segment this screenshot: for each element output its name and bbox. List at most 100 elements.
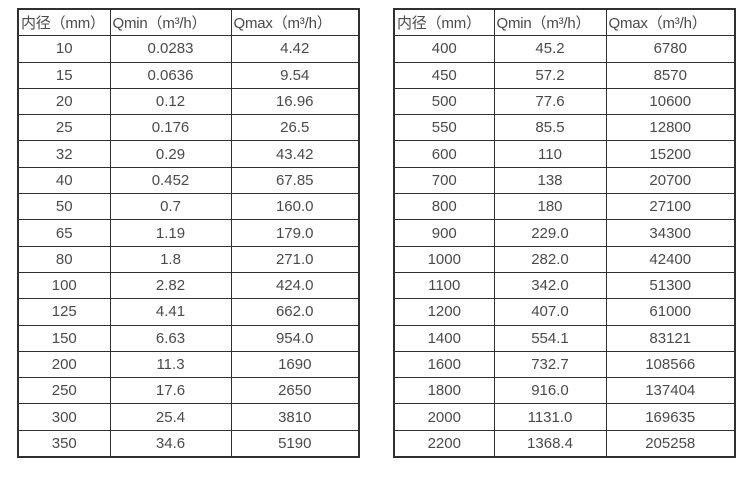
table-cell: 2000 [393,403,495,431]
table-cell: 350 [17,429,111,458]
table-row: 400 45.2 6780 [393,35,736,63]
table-row: 900 229.0 34300 [393,219,736,247]
table-cell: 0.176 [109,114,232,142]
table-cell: 85.5 [493,114,607,142]
table-cell: 954.0 [230,324,360,352]
table-cell: 550 [393,114,495,142]
table-cell: 700 [393,166,495,195]
table-cell: 15 [17,61,111,89]
table-cell: 800 [393,193,495,221]
table-cell: 34.6 [109,429,232,458]
table-cell: 108566 [605,350,736,379]
table-cell: 1000 [393,245,495,273]
column-header: Qmax（m³/h） [230,8,360,37]
table-row: 700 138 20700 [393,166,736,195]
table-cell: 4.42 [230,35,360,63]
column-header: 内径（mm） [17,8,111,37]
table-cell: 2650 [230,377,360,405]
table-cell: 0.0283 [109,35,232,63]
table-cell: 1.19 [109,219,232,247]
table-cell: 34300 [605,219,736,247]
table-cell: 138 [493,166,607,195]
table-row: 2200 1368.4 205258 [393,429,736,458]
table-row: 25 0.176 26.5 [17,114,360,142]
table-header-row: 内径（mm） Qmin（m³/h） Qmax（m³/h） [17,8,360,37]
table-row: 20 0.12 16.96 [17,87,360,116]
column-header: Qmax（m³/h） [605,8,736,37]
table-cell: 1800 [393,377,495,405]
table-cell: 67.85 [230,166,360,195]
table-cell: 80 [17,245,111,273]
table-cell: 10 [17,35,111,63]
table-cell: 11.3 [109,350,232,379]
table-cell: 15200 [605,140,736,168]
table-cell: 83121 [605,324,736,352]
table-row: 800 180 27100 [393,193,736,221]
table-cell: 732.7 [493,350,607,379]
table-row: 500 77.6 10600 [393,87,736,116]
table-row: 15 0.0636 9.54 [17,61,360,89]
table-cell: 300 [17,403,111,431]
table-row: 1400 554.1 83121 [393,324,736,352]
table-cell: 205258 [605,429,736,458]
table-row: 1100 342.0 51300 [393,271,736,300]
table-row: 350 34.6 5190 [17,429,360,458]
table-cell: 1200 [393,298,495,326]
table-cell: 45.2 [493,35,607,63]
table-row: 2000 1131.0 169635 [393,403,736,431]
table-cell: 57.2 [493,61,607,89]
table-cell: 600 [393,140,495,168]
table-cell: 271.0 [230,245,360,273]
table-row: 250 17.6 2650 [17,377,360,405]
table-row: 65 1.19 179.0 [17,219,360,247]
table-row: 32 0.29 43.42 [17,140,360,168]
table-cell: 16.96 [230,87,360,116]
table-cell: 40 [17,166,111,195]
table-cell: 20 [17,87,111,116]
table-row: 1000 282.0 42400 [393,245,736,273]
table-cell: 5190 [230,429,360,458]
table-cell: 407.0 [493,298,607,326]
table-cell: 1131.0 [493,403,607,431]
column-header: Qmin（m³/h） [493,8,607,37]
table-cell: 43.42 [230,140,360,168]
table-cell: 6.63 [109,324,232,352]
table-cell: 3810 [230,403,360,431]
table-cell: 2200 [393,429,495,458]
column-header: Qmin（m³/h） [109,8,232,37]
table-cell: 554.1 [493,324,607,352]
column-header: 内径（mm） [393,8,495,37]
table-cell: 424.0 [230,271,360,300]
table-row: 1600 732.7 108566 [393,350,736,379]
table-cell: 250 [17,377,111,405]
table-cell: 0.452 [109,166,232,195]
table-row: 80 1.8 271.0 [17,245,360,273]
table-cell: 125 [17,298,111,326]
table-cell: 2.82 [109,271,232,300]
table-cell: 100 [17,271,111,300]
table-row: 450 57.2 8570 [393,61,736,89]
table-cell: 10600 [605,87,736,116]
table-cell: 1690 [230,350,360,379]
table-cell: 500 [393,87,495,116]
table-cell: 169635 [605,403,736,431]
table-cell: 17.6 [109,377,232,405]
table-cell: 42400 [605,245,736,273]
table-cell: 1100 [393,271,495,300]
table-cell: 25.4 [109,403,232,431]
table-row: 1800 916.0 137404 [393,377,736,405]
table-cell: 77.6 [493,87,607,116]
table-row: 100 2.82 424.0 [17,271,360,300]
table-cell: 0.0636 [109,61,232,89]
table-cell: 160.0 [230,193,360,221]
table-cell: 32 [17,140,111,168]
table-row: 200 11.3 1690 [17,350,360,379]
table-cell: 26.5 [230,114,360,142]
table-cell: 51300 [605,271,736,300]
table-header-row: 内径（mm） Qmin（m³/h） Qmax（m³/h） [393,8,736,37]
table-cell: 12800 [605,114,736,142]
table-cell: 900 [393,219,495,247]
table-cell: 25 [17,114,111,142]
table-cell: 282.0 [493,245,607,273]
